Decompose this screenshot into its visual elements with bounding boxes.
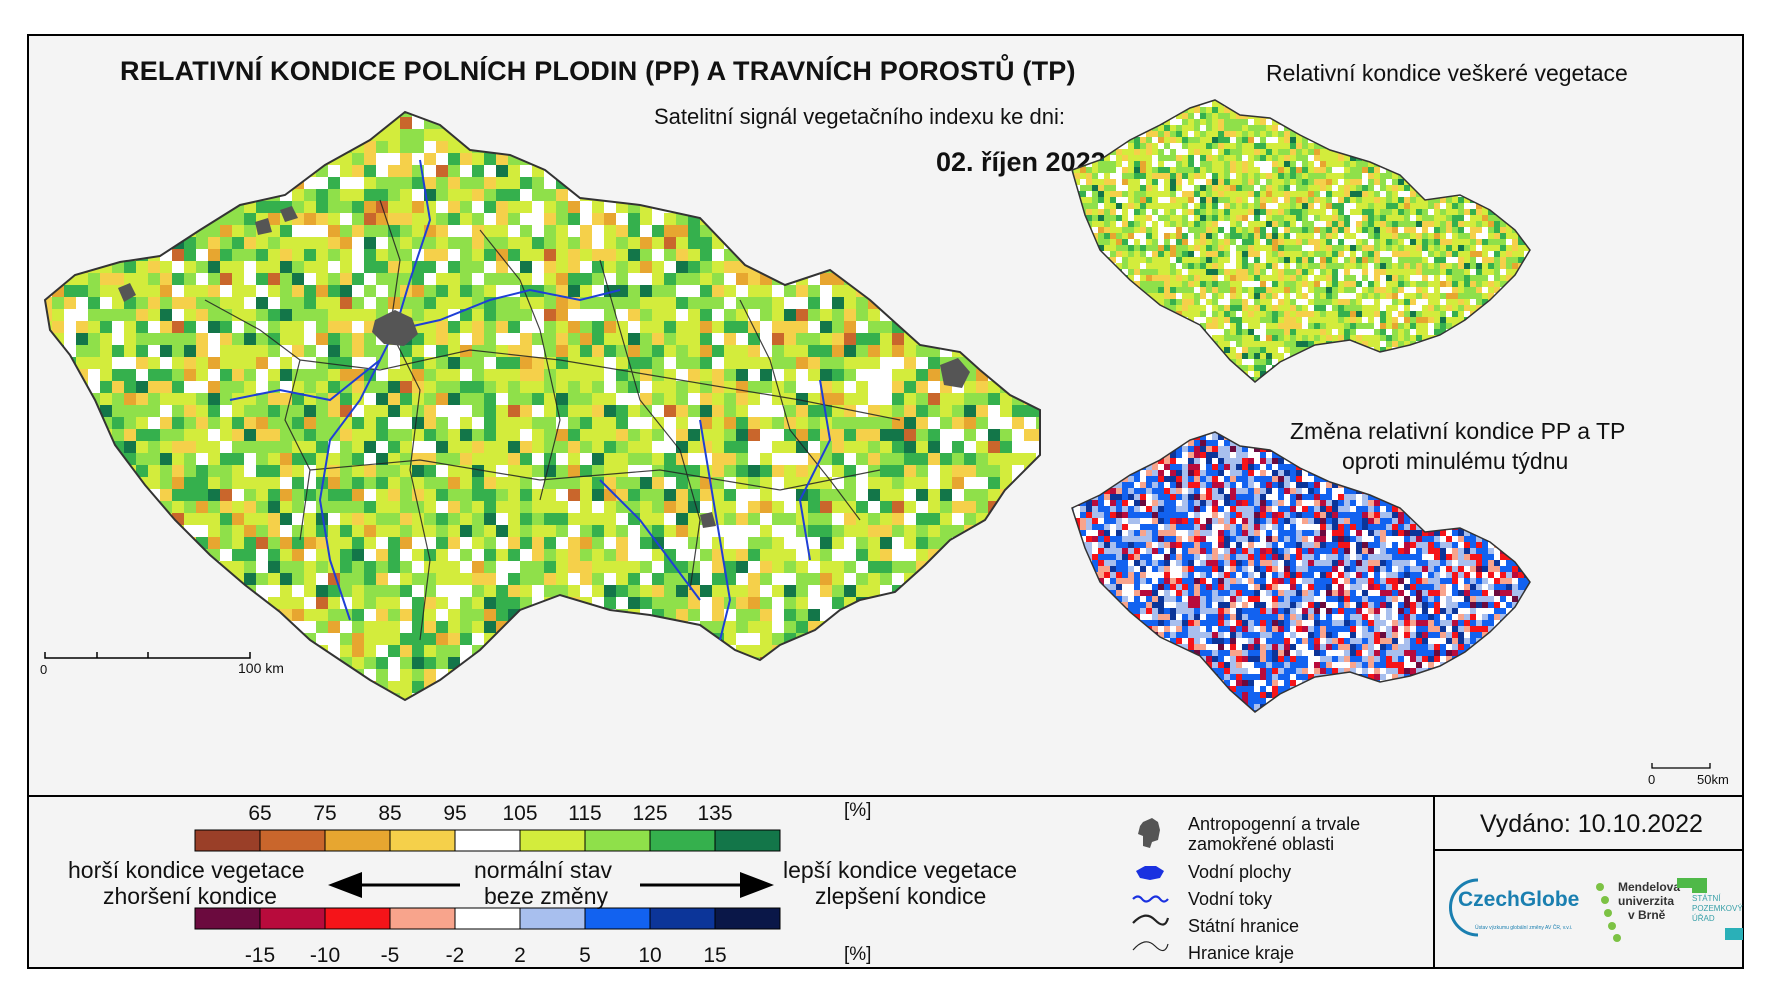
better-condition-label: lepší kondice vegetace <box>783 857 1017 883</box>
worse-condition-label: horší kondice vegetace <box>68 857 305 883</box>
czechglobe-logo-subtitle: Ústav výzkumu globální změny AV ČR, v.v.… <box>1475 925 1573 931</box>
mendel-logo-line3: v Brně <box>1628 908 1666 922</box>
change-tick-label: -5 <box>380 944 400 967</box>
page-subtitle: Satelitní signál vegetačního indexu ke d… <box>654 104 1065 129</box>
change-tick-label: -2 <box>445 944 465 967</box>
change-unit: [%] <box>844 944 872 965</box>
change-tick-label: 2 <box>514 944 526 967</box>
side-map-2-title-line1: Změna relativní kondice PP a TP <box>1290 418 1626 444</box>
legend-water-bodies: Vodní plochy <box>1188 862 1292 882</box>
change-tick-label: -10 <box>309 944 341 967</box>
better-change-label: zlepšení kondice <box>815 883 987 909</box>
condition-tick-label: 85 <box>378 802 402 825</box>
change-tick-label: 5 <box>579 944 591 967</box>
condition-tick-label: 105 <box>502 802 538 825</box>
side-scale-start: 0 <box>1648 772 1656 787</box>
condition-tick-label: 95 <box>443 802 467 825</box>
legend-rivers: Vodní toky <box>1188 889 1273 909</box>
condition-tick-label: 115 <box>568 802 602 825</box>
legend-anthropogenic-1: Antropogenní a trvale <box>1188 814 1361 834</box>
side-map-2-title-line2: oproti minulému týdnu <box>1342 448 1569 474</box>
main-scale-start: 0 <box>40 662 48 677</box>
normal-change-label: beze změny <box>484 883 609 909</box>
spu-logo-line1: STÁTNÍ <box>1692 894 1721 903</box>
condition-tick-label: 125 <box>632 802 668 825</box>
spu-logo-line3: ÚŘAD <box>1692 914 1715 923</box>
issued-divider-horizontal <box>1433 849 1744 851</box>
legend-divider <box>27 795 1744 797</box>
issued-date: Vydáno: 10.10.2022 <box>1480 810 1703 838</box>
change-tick-label: -15 <box>244 944 276 967</box>
issued-divider <box>1433 797 1435 969</box>
legend-anthropogenic-2: zamokřené oblasti <box>1188 834 1335 854</box>
mendel-logo-line1: Mendelova <box>1618 880 1681 894</box>
worse-change-label: zhoršení kondice <box>103 883 277 909</box>
change-tick-label: 10 <box>638 944 662 967</box>
legend-state-border: Státní hranice <box>1188 916 1300 936</box>
condition-tick-label: 65 <box>248 802 272 825</box>
mendel-logo: Mendelova univerzita v Brně <box>1618 880 1680 922</box>
legend-region-border: Hranice kraje <box>1188 943 1295 963</box>
czechglobe-logo: CzechGlobe <box>1458 888 1580 911</box>
mendel-logo-line2: univerzita <box>1618 894 1675 908</box>
normal-condition-label: normální stav <box>474 857 613 883</box>
spu-logo-line2: POZEMKOVÝ <box>1692 904 1743 913</box>
side-map-1-title: Relativní kondice veškeré vegetace <box>1266 60 1628 86</box>
side-scale-end: 50km <box>1697 772 1729 787</box>
page-title: RELATIVNÍ KONDICE POLNÍCH PLODIN (PP) A … <box>120 56 1076 86</box>
main-scale-end: 100 km <box>238 660 284 676</box>
map-date: 02. říjen 2022 <box>936 147 1106 177</box>
condition-tick-label: 75 <box>313 802 337 825</box>
condition-tick-label: 135 <box>697 802 733 825</box>
change-tick-label: 15 <box>703 944 727 967</box>
condition-unit: [%] <box>844 800 872 821</box>
spu-logo: STÁTNÍ POZEMKOVÝ ÚŘAD <box>1692 894 1743 924</box>
